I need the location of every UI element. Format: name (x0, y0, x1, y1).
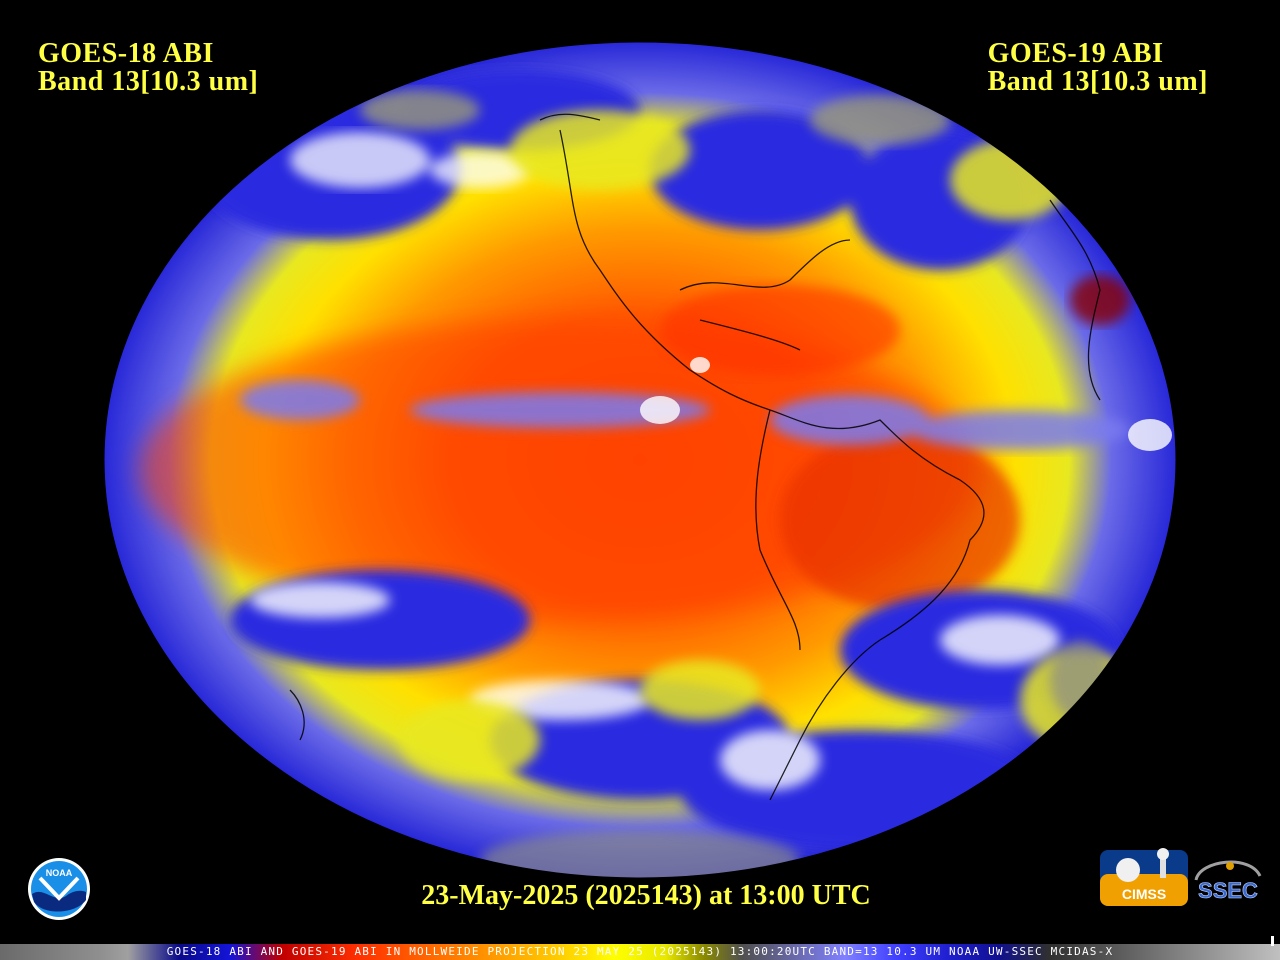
cimss-logo-text: CIMSS (1122, 886, 1166, 902)
noaa-logo-icon: NOAA (28, 858, 90, 920)
globe-imagery (104, 42, 1176, 878)
corner-marker (1271, 936, 1274, 946)
noaa-logo-text: NOAA (46, 868, 73, 878)
footer-caption: GOES-18 ABI AND GOES-19 ABI IN MOLLWEIDE… (166, 945, 1114, 958)
right-band-label: Band 13[10.3 um] (987, 66, 1208, 97)
ssec-logo-icon: SSEC (1194, 860, 1262, 903)
left-satellite-name: GOES-18 ABI (38, 38, 214, 69)
color-scale-bar (0, 944, 1280, 960)
ssec-logo-text: SSEC (1198, 878, 1258, 903)
timestamp-label: 23-May-2025 (2025143) at 13:00 UTC (421, 880, 871, 911)
left-satellite-label: GOES-18 ABI Band 13[10.3 um] (38, 40, 258, 96)
right-satellite-label: GOES-19 ABI Band 13[10.3 um] (988, 40, 1208, 96)
right-satellite-name: GOES-19 ABI (987, 38, 1164, 69)
cimss-logo-icon: CIMSS (1100, 848, 1188, 906)
left-band-label: Band 13[10.3 um] (38, 66, 259, 97)
